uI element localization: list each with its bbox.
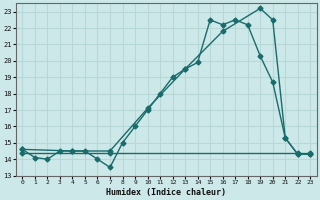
X-axis label: Humidex (Indice chaleur): Humidex (Indice chaleur) <box>106 188 226 197</box>
